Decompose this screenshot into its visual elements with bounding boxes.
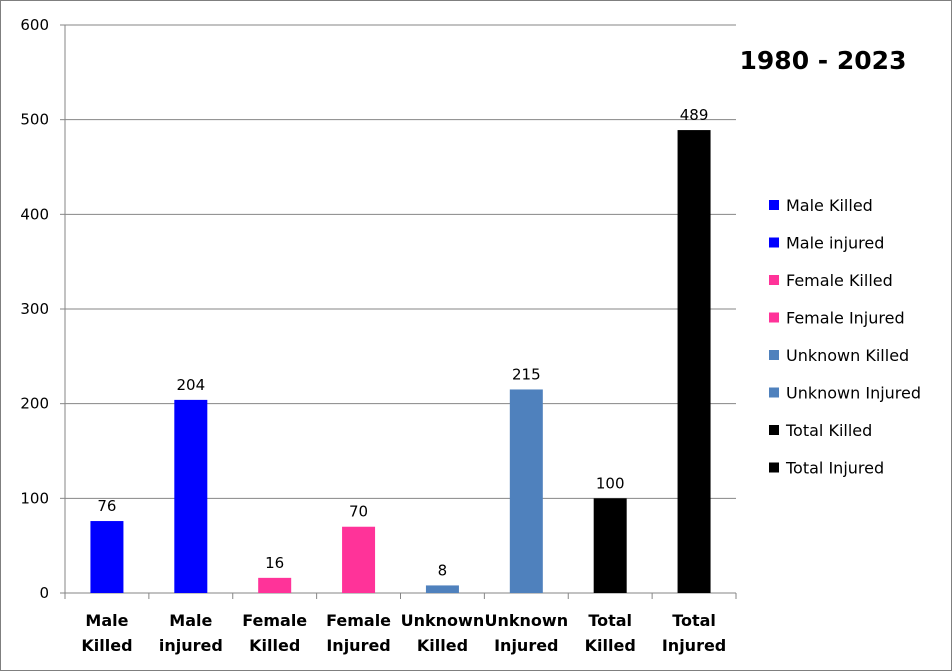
category-label: Female Killed bbox=[242, 611, 307, 655]
legend-swatch bbox=[769, 462, 779, 473]
category-label: Total Killed bbox=[585, 611, 636, 655]
legend-label: Male Killed bbox=[786, 196, 873, 215]
y-tick-label: 300 bbox=[20, 300, 49, 318]
category-label: Unknown Injured bbox=[485, 611, 569, 655]
legend-label: Total Killed bbox=[785, 421, 872, 440]
legend-swatch bbox=[769, 275, 779, 285]
legend-swatch bbox=[769, 312, 779, 323]
bar bbox=[677, 130, 711, 593]
bar bbox=[593, 498, 627, 593]
data-label: 204 bbox=[176, 376, 205, 394]
legend-label: Female Killed bbox=[786, 271, 893, 290]
y-tick-label: 0 bbox=[39, 584, 49, 602]
y-tick-label: 500 bbox=[20, 111, 49, 129]
bar bbox=[342, 526, 376, 593]
bars bbox=[90, 130, 711, 593]
legend-label: Unknown Killed bbox=[786, 346, 909, 365]
legend-swatch bbox=[769, 237, 779, 248]
chart-title: 1980 - 2023 bbox=[740, 46, 907, 75]
bar bbox=[425, 585, 459, 593]
y-tick-label: 600 bbox=[20, 16, 49, 34]
y-tick-label: 200 bbox=[20, 395, 49, 413]
gridlines bbox=[65, 24, 736, 499]
bar bbox=[90, 521, 124, 593]
bar bbox=[509, 389, 543, 593]
data-label: 100 bbox=[596, 474, 625, 492]
legend-label: Total Injured bbox=[785, 459, 884, 478]
category-label: Total Injured bbox=[662, 611, 726, 655]
category-label: Female Injured bbox=[326, 611, 391, 655]
y-tick-label: 400 bbox=[20, 205, 49, 223]
legend-label: Male injured bbox=[786, 234, 884, 253]
category-labels: Male Killed Male injured Female Killed Female I… bbox=[81, 611, 726, 655]
data-label: 70 bbox=[349, 503, 368, 521]
bar bbox=[174, 399, 208, 593]
legend-swatch bbox=[769, 200, 779, 210]
category-label: Unknown Killed bbox=[401, 611, 485, 655]
data-labels: 76 204 16 70 8 215 100 489 bbox=[97, 106, 708, 579]
data-label: 489 bbox=[680, 106, 709, 124]
data-label: 215 bbox=[512, 365, 541, 383]
legend-label: Unknown Injured bbox=[786, 384, 921, 403]
legend-swatch bbox=[769, 425, 779, 435]
legend-label: Female Injured bbox=[786, 309, 905, 328]
category-label: Male Killed bbox=[81, 611, 132, 655]
data-label: 8 bbox=[438, 561, 448, 579]
legend-swatch bbox=[769, 387, 779, 398]
bar bbox=[258, 577, 292, 593]
data-label: 76 bbox=[97, 497, 116, 515]
legend-swatch bbox=[769, 350, 779, 360]
legend: Male Killed Male injured Female Killed Fema… bbox=[769, 196, 921, 478]
data-label: 16 bbox=[265, 554, 284, 572]
category-label: Male injured bbox=[159, 611, 223, 655]
y-tick-label: 100 bbox=[20, 489, 49, 507]
